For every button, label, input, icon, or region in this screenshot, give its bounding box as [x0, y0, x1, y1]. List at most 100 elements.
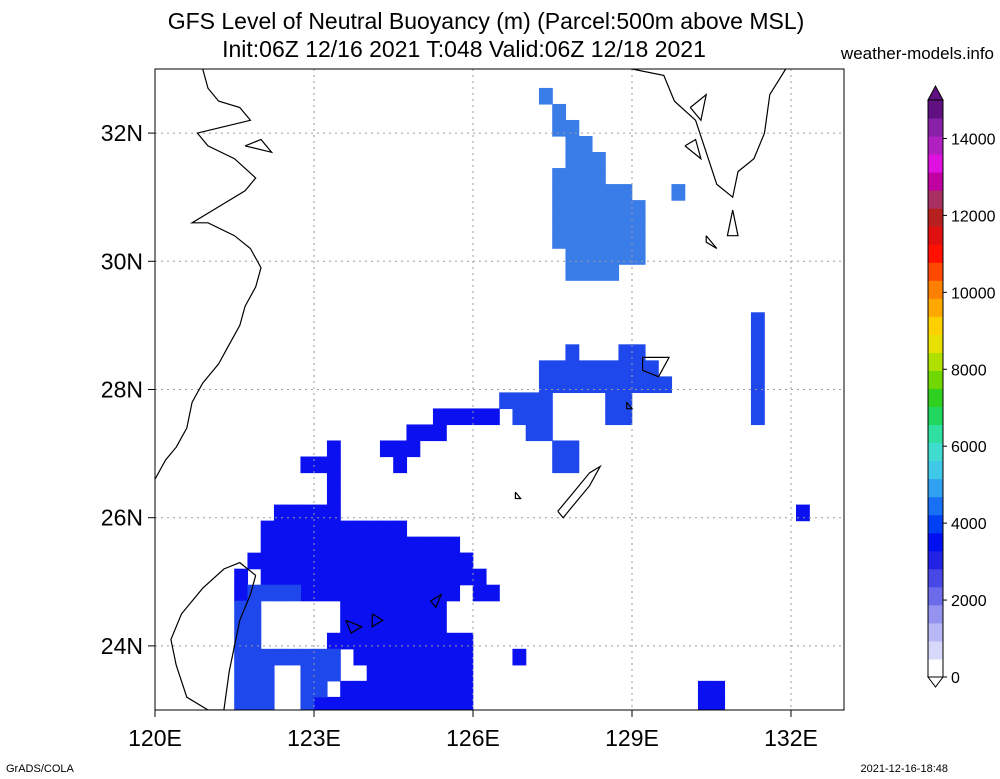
- colorbar-segment: [928, 136, 943, 155]
- overlay-cell: [393, 696, 408, 710]
- overlay-cell: [340, 632, 355, 650]
- overlay-cell: [366, 632, 381, 650]
- overlay-cell: [326, 504, 341, 522]
- overlay-cell: [366, 600, 381, 618]
- overlay-cell: [353, 696, 368, 710]
- overlay-cell: [565, 232, 580, 249]
- overlay-cell: [234, 696, 249, 710]
- site-credit: weather-models.info: [840, 44, 994, 63]
- colorbar-segment: [928, 370, 943, 389]
- overlay-cell: [393, 440, 408, 458]
- overlay-cell: [578, 360, 593, 377]
- overlay-cell: [366, 568, 381, 586]
- overlay-cell: [750, 344, 765, 361]
- overlay-cell: [419, 568, 434, 586]
- overlay-cell: [459, 648, 474, 666]
- overlay-cell: [750, 328, 765, 345]
- overlay-cell: [512, 408, 527, 426]
- overlay-cell: [750, 360, 765, 377]
- overlay-cell: [300, 552, 315, 570]
- overlay-cell: [432, 552, 447, 570]
- overlay-cell: [234, 648, 249, 666]
- colorbar-segment: [928, 298, 943, 317]
- overlay-cell: [446, 536, 461, 554]
- overlay-cell: [485, 584, 500, 602]
- overlay-cell: [393, 616, 408, 634]
- overlay-cell: [605, 376, 620, 394]
- overlay-cell: [459, 632, 474, 650]
- overlay-cell: [419, 664, 434, 682]
- colorbar-segment: [928, 622, 943, 642]
- overlay-cell: [287, 536, 302, 554]
- colorbar-label: 6000: [951, 439, 987, 456]
- overlay-cell: [366, 648, 381, 666]
- overlay-cell: [379, 664, 394, 682]
- overlay-cell: [234, 616, 249, 634]
- overlay-cell: [247, 616, 262, 634]
- overlay-cell: [260, 520, 275, 538]
- overlay-cell: [406, 632, 421, 650]
- overlay-cell: [565, 376, 580, 394]
- overlay-cell: [366, 616, 381, 634]
- y-tick-label: 30N: [101, 248, 143, 274]
- overlay-cell: [591, 248, 606, 265]
- overlay-cell: [446, 648, 461, 666]
- overlay-cell: [565, 168, 580, 185]
- overlay-cell: [406, 664, 421, 682]
- overlay-cell: [538, 408, 553, 426]
- colorbar-segment: [928, 604, 943, 624]
- colorbar-segment: [928, 532, 943, 552]
- overlay-cell: [538, 424, 553, 442]
- overlay-cell: [379, 520, 394, 538]
- overlay-cell: [578, 200, 593, 217]
- overlay-cell: [393, 632, 408, 650]
- colorbar-segment: [928, 190, 943, 209]
- overlay-cell: [353, 520, 368, 538]
- colorbar-segment: [928, 568, 943, 588]
- overlay-cell: [618, 216, 633, 233]
- overlay-cell: [366, 520, 381, 538]
- overlay-cell: [499, 392, 514, 410]
- overlay-cell: [552, 376, 567, 394]
- overlay-cell: [300, 696, 315, 710]
- map-axes: 120E 123E 126E 129E 132E 24N 26N 28N 30N 32N: [101, 120, 818, 751]
- overlay-cell: [419, 600, 434, 618]
- overlay-cell: [578, 248, 593, 265]
- overlay-cell: [353, 536, 368, 554]
- overlay-cell: [446, 680, 461, 698]
- overlay-cell: [393, 648, 408, 666]
- colorbar-segment: [928, 658, 943, 678]
- overlay-cell: [605, 264, 620, 281]
- overlay-cell: [287, 648, 302, 666]
- overlay-cell: [432, 408, 447, 426]
- colorbar-segment: [928, 316, 943, 335]
- overlay-cell: [485, 408, 500, 426]
- overlay-cell: [313, 696, 328, 710]
- colorbar-label: 12000: [951, 208, 996, 225]
- overlay-cell: [697, 680, 712, 698]
- overlay-cell: [578, 152, 593, 169]
- overlay-cell: [631, 376, 646, 394]
- coastline: [557, 464, 602, 519]
- overlay-cell: [432, 632, 447, 650]
- overlay-cell: [326, 632, 341, 650]
- colorbar-label: 8000: [951, 362, 987, 379]
- overlay-cell: [313, 648, 328, 666]
- colorbar-segment: [928, 172, 943, 191]
- overlay-cell: [644, 376, 659, 394]
- overlay-cell: [366, 584, 381, 602]
- overlay-cell: [618, 200, 633, 217]
- coastline: [627, 69, 787, 199]
- overlay-cell: [393, 664, 408, 682]
- colorbar-segment: [928, 334, 943, 353]
- overlay-cell: [326, 552, 341, 570]
- overlay-cell: [459, 408, 474, 426]
- chart-title: GFS Level of Neutral Buoyancy (m) (Parce…: [167, 8, 805, 34]
- colorbar-label: 4000: [951, 516, 987, 533]
- coastlines: [155, 69, 787, 710]
- overlay-cell: [459, 680, 474, 698]
- overlay-cell: [393, 536, 408, 554]
- overlay-cell: [406, 600, 421, 618]
- overlay-cell: [796, 504, 810, 522]
- colorbar-label: 2000: [951, 593, 987, 610]
